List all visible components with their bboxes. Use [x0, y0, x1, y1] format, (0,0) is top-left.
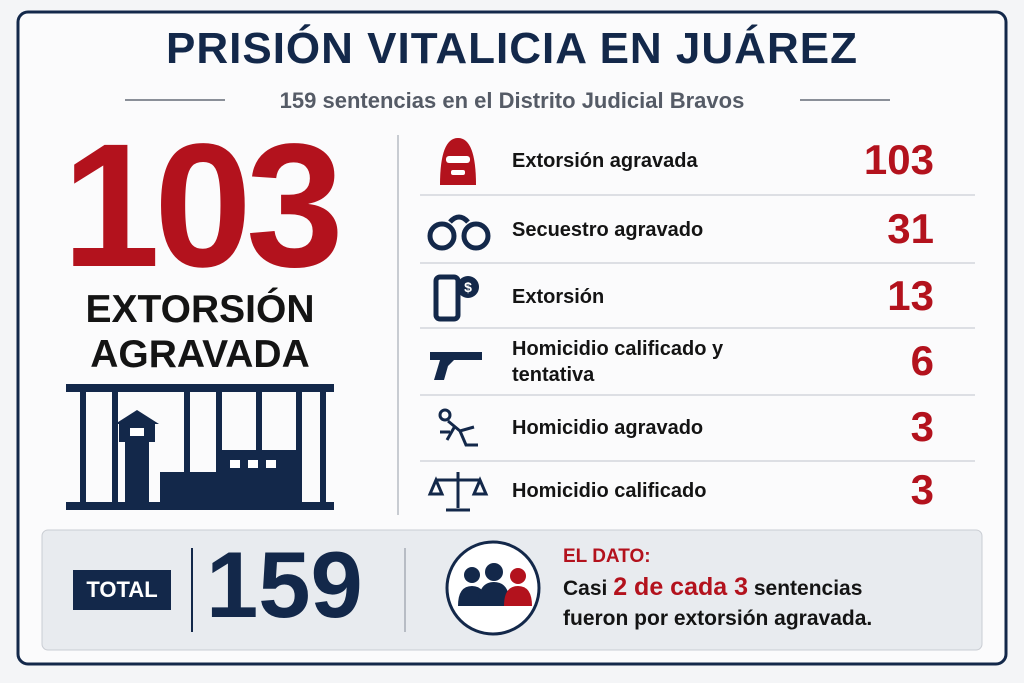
fact-text: Casi 2 de cada 3 sentencias fueron por e… — [563, 572, 913, 634]
svg-text:$: $ — [464, 279, 472, 295]
highlight-label: AGRAVADA — [90, 333, 310, 376]
fact-emphasis: 2 de cada 3 — [613, 573, 749, 601]
fact-text-part: sentencias fueron por extorsión agravada… — [563, 577, 873, 630]
row-label: Secuestro agravado — [512, 219, 704, 241]
highlight-label: EXTORSIÓN — [85, 288, 315, 331]
row-value: 6 — [910, 337, 934, 384]
row-label: Extorsión agravada — [512, 150, 698, 172]
row-value: 13 — [887, 272, 934, 319]
row-value: 3 — [910, 466, 934, 513]
row-label: Homicidio agravado — [512, 417, 704, 439]
row-value: 103 — [863, 136, 934, 183]
title: PRISIÓN VITALICIA EN JUÁREZ — [166, 24, 858, 73]
row-label: Extorsión — [512, 286, 605, 308]
row-label: Homicidio calificado y tentativa — [512, 338, 724, 386]
fact-title: EL DATO: — [563, 546, 651, 567]
fact-text-part: Casi — [563, 577, 608, 600]
total-value: 159 — [206, 532, 363, 637]
row-value: 31 — [887, 205, 934, 252]
total-label: TOTAL — [73, 570, 171, 610]
row-value: 3 — [910, 403, 934, 450]
row-label: Homicidio calificado — [512, 480, 707, 502]
subtitle: 159 sentencias en el Distrito Judicial B… — [279, 88, 745, 113]
highlight-value: 103 — [62, 108, 344, 304]
